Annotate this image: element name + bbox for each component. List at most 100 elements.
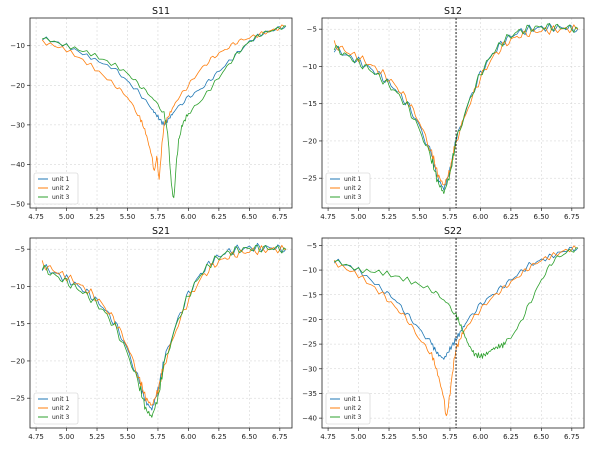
x-tick-label: 5.25	[381, 433, 397, 441]
x-tick-label: 5.75	[442, 213, 458, 221]
x-tick-label: 6.25	[211, 433, 227, 441]
series-line-unit-2	[41, 24, 286, 180]
legend-label: unit 3	[52, 194, 70, 201]
legend-box	[33, 392, 79, 425]
x-tick-label: 5.00	[59, 213, 75, 221]
x-tick-label: 6.00	[181, 433, 197, 441]
x-tick-label: 6.50	[534, 433, 550, 441]
y-tick-label: −5	[307, 242, 317, 250]
subplot-s11: S11 4.75 5.00 5.25 5.50 5.75 6.00 6.25 6.50 6.75 −…	[10, 6, 293, 221]
x-tick-label: 5.50	[120, 433, 136, 441]
subplot-title: S22	[444, 226, 462, 237]
y-tick-label: −40	[302, 415, 317, 423]
y-tick-label: −30	[302, 365, 317, 373]
y-tick-label: −30	[10, 121, 25, 129]
y-tick-label: −15	[10, 320, 25, 328]
y-tick-label: −25	[10, 395, 25, 403]
x-tick-label: 5.50	[120, 213, 136, 221]
series-line-unit-3	[41, 244, 287, 418]
x-tick-label: 6.00	[181, 213, 197, 221]
legend-label: unit 1	[344, 176, 362, 183]
x-tick-label: 6.75	[564, 213, 580, 221]
series-line-unit-1	[333, 246, 579, 360]
x-tick-label: 5.25	[89, 213, 105, 221]
legend-label: unit 2	[344, 405, 362, 412]
subplot-title: S21	[152, 226, 170, 237]
x-tick-label: 5.25	[89, 433, 105, 441]
series-line-unit-3	[334, 247, 578, 359]
series-line-unit-2	[41, 244, 287, 406]
legend-label: unit 3	[344, 414, 362, 421]
legend-label: unit 3	[344, 194, 362, 201]
y-tick-label: −10	[302, 267, 317, 275]
subplot-s22: S22 4.75 5.00 5.25 5.50 5.75 6.00 6.25 6.50 6.75 −…	[302, 226, 585, 441]
plot-frame	[321, 17, 585, 209]
series-line-unit-1	[333, 22, 579, 191]
x-tick-label: 5.75	[150, 433, 166, 441]
legend: unit 1 unit 2 unit 3	[325, 392, 371, 425]
y-tick-label: −15	[302, 100, 317, 108]
legend-label: unit 2	[52, 405, 70, 412]
x-tick-label: 6.25	[503, 213, 519, 221]
legend-box	[325, 392, 371, 425]
y-tick-label: −25	[302, 175, 317, 183]
y-tick-label: −20	[10, 357, 25, 365]
x-tick-label: 4.75	[28, 213, 44, 221]
x-tick-label: 5.00	[351, 213, 367, 221]
plot-frame	[29, 237, 293, 429]
y-tick-label: −40	[10, 161, 25, 169]
series-line-unit-2	[333, 24, 579, 186]
x-tick-label: 6.00	[473, 213, 489, 221]
subplot-s21: S21 4.75 5.00 5.25 5.50 5.75 6.00 6.25 6.50 6.75 −…	[10, 226, 293, 441]
plot-frame	[321, 237, 585, 429]
legend-box	[33, 172, 79, 205]
legend: unit 1 unit 2 unit 3	[325, 172, 371, 205]
series-line-unit-3	[42, 25, 286, 199]
y-tick-label: −25	[302, 341, 317, 349]
y-tick-label: −50	[10, 201, 25, 209]
series-line-unit-3	[333, 23, 579, 194]
x-tick-label: 5.50	[412, 213, 428, 221]
x-tick-label: 6.75	[564, 433, 580, 441]
x-tick-label: 6.75	[272, 433, 288, 441]
legend-label: unit 2	[344, 185, 362, 192]
x-tick-label: 5.50	[412, 433, 428, 441]
legend-box	[325, 172, 371, 205]
series-line-unit-2	[333, 245, 578, 417]
subplot-title: S11	[152, 6, 170, 17]
x-tick-label: 6.75	[272, 213, 288, 221]
x-tick-label: 5.00	[59, 433, 75, 441]
legend: unit 1 unit 2 unit 3	[33, 392, 79, 425]
x-tick-label: 6.25	[211, 213, 227, 221]
legend-label: unit 3	[52, 414, 70, 421]
y-tick-label: −35	[302, 390, 317, 398]
x-tick-label: 4.75	[320, 213, 336, 221]
y-tick-label: −15	[302, 291, 317, 299]
legend-label: unit 1	[52, 176, 70, 183]
subplot-title: S12	[444, 6, 462, 17]
x-tick-label: 6.50	[534, 213, 550, 221]
y-tick-label: −5	[307, 26, 317, 34]
plot-frame	[29, 17, 293, 209]
x-tick-label: 5.00	[351, 433, 367, 441]
y-tick-label: −5	[15, 246, 25, 254]
y-tick-label: −10	[10, 283, 25, 291]
y-tick-label: −20	[302, 316, 317, 324]
x-tick-label: 6.50	[242, 213, 258, 221]
x-tick-label: 5.25	[381, 213, 397, 221]
x-tick-label: 6.25	[503, 433, 519, 441]
legend-label: unit 1	[52, 396, 70, 403]
legend-label: unit 1	[344, 396, 362, 403]
subplot-s12: S12 4.75 5.00 5.25 5.50 5.75 6.00 6.25 6.50 6.75 −…	[302, 6, 585, 221]
x-tick-label: 4.75	[28, 433, 44, 441]
y-tick-label: −20	[302, 137, 317, 145]
x-tick-label: 6.50	[242, 433, 258, 441]
legend: unit 1 unit 2 unit 3	[33, 172, 79, 205]
y-tick-label: −10	[302, 63, 317, 71]
y-tick-label: −10	[10, 42, 25, 50]
x-tick-label: 5.75	[442, 433, 458, 441]
legend-label: unit 2	[52, 185, 70, 192]
y-tick-label: −20	[10, 82, 25, 90]
x-tick-label: 4.75	[320, 433, 336, 441]
